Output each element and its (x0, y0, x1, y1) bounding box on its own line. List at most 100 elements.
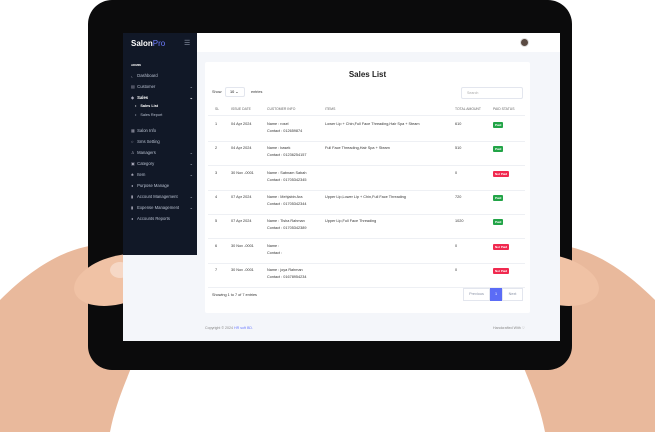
column-header[interactable]: PAID STATUS (493, 107, 515, 111)
divider (208, 286, 525, 288)
next-button[interactable]: Next (502, 288, 523, 301)
customer-contact: Contact : 01705342345 (267, 177, 307, 182)
chevron-down-icon: ⌄ (189, 161, 193, 166)
items: Full Face Threading,Hair Spa + Steam (325, 146, 390, 151)
customer-contact: Contact : 01678954234 (267, 274, 307, 279)
sidebar-item-expense-management[interactable]: ▮ Expense Management ⌄ (131, 204, 193, 211)
paid-status-badge: Not Paid (493, 243, 510, 250)
sales-list-card: Sales List Show 10 ⌄ entries Search SL IS… (205, 62, 530, 313)
sidebar-item-customer[interactable]: ▤ Customer ⌄ (131, 83, 193, 90)
divider (208, 115, 525, 116)
logo[interactable]: SalonPro (131, 39, 166, 48)
sidebar-item-accounts-reports[interactable]: ◂ Accounts Reports (131, 215, 193, 222)
sidebar-item-label: Expense Management (137, 205, 180, 210)
column-header[interactable]: SL (215, 107, 220, 111)
sidebar-item-item[interactable]: ♣ Item ⌄ (131, 171, 193, 178)
customer-name: Name : (267, 243, 280, 248)
sidebar-item-purpose-manage[interactable]: ◂ Purpose Manage (131, 182, 193, 189)
chevron-down-icon: ⌄ (189, 95, 193, 100)
sidebar-item-sms-setting[interactable]: ○ Sms Setting (131, 138, 193, 145)
sidebar: SalonPro ☰ ADMIN ⌞ Dashboard ▤ Customer ⌄ ◆… (123, 33, 197, 255)
sidebar-subitem[interactable]: Sales Report (135, 113, 162, 117)
customer-name: Name : Tisha Rahman (267, 219, 305, 224)
table-row: 5 07 Apr 2024 Name : Tisha Rahman Contac… (205, 215, 530, 240)
top-header (197, 33, 560, 52)
paid-status-badge: Paid (493, 194, 504, 201)
sidebar-item-label: Item (137, 172, 146, 177)
sl: 4 (215, 194, 218, 199)
items: Lower Lip + Chin,Full Face Threading,Hai… (325, 122, 420, 126)
chevron-down-icon: ⌄ (189, 172, 193, 177)
sidebar-item-label: Sales (137, 95, 149, 100)
customer-name: Name : Sabnam Sabah (267, 170, 307, 175)
sitemap-icon: ♣ (131, 172, 134, 177)
sidebar-item-managers[interactable]: ♙ Managers ⌄ (131, 149, 193, 156)
previous-button[interactable]: Previous (463, 288, 490, 301)
sidebar-item-label: Account Management (136, 194, 178, 199)
avatar[interactable] (520, 38, 529, 47)
divider (208, 141, 525, 142)
chevron-down-icon: ⌄ (189, 205, 193, 210)
paid-status-badge: Paid (493, 146, 504, 153)
divider (208, 165, 525, 167)
customer-name: Name : joya Rahman (267, 267, 303, 272)
total-amount: 720 (455, 194, 462, 199)
sidebar-item-label: Managers (137, 150, 156, 155)
copyright: Copyright © 2024 HR soft BD. (205, 326, 254, 330)
sidebar-item-label: Category (137, 161, 155, 166)
search-input[interactable]: Search (461, 87, 523, 99)
sl: 2 (215, 146, 218, 151)
customer-contact: Contact : 01705342389 (267, 226, 307, 231)
customer-name: Name : Mehjabin Ara (267, 194, 303, 199)
column-header[interactable]: ISSUE DATE (231, 107, 251, 111)
id-card-icon: ▤ (131, 84, 135, 89)
sidebar-item-label: Salon Info (137, 128, 157, 133)
sl: 7 (215, 267, 218, 272)
sidebar-subitem[interactable]: Sales List (135, 104, 158, 108)
table-row: 6 30 Nov -0001 Name : Contact : 0 Not Pa… (205, 240, 530, 264)
column-header[interactable]: CUSTOMER INFO (267, 107, 296, 111)
menu-icon[interactable]: ☰ (184, 40, 191, 47)
sidebar-item-label: Sms Setting (137, 139, 160, 144)
customer-contact: Contact : 012659874 (267, 129, 303, 133)
paid-status-badge: Paid (493, 122, 504, 128)
tag-icon: ◆ (131, 95, 135, 100)
handcrafted: Handcrafted With ♡ (493, 326, 525, 330)
sidebar-item-account-management[interactable]: ▮ Account Management ⌄ (131, 193, 193, 200)
sidebar-item-dashboard[interactable]: ⌞ Dashboard (131, 72, 193, 79)
showing-info: Showing 1 to 7 of 7 entries (212, 293, 257, 297)
chevron-down-icon: ⌄ (189, 194, 193, 199)
divider (208, 262, 525, 264)
sidebar-item-sales[interactable]: ◆ Sales ⌄ (131, 94, 193, 101)
issue-date: 07 Apr 2024 (231, 194, 252, 199)
table-row: 1 04 Apr 2024 Name : rosel Contact : 012… (205, 118, 530, 142)
sl: 6 (215, 243, 218, 248)
show-label: Show (212, 90, 222, 94)
page-1-button[interactable]: 1 (490, 288, 502, 301)
sl: 3 (215, 170, 218, 175)
table-row: 3 30 Nov -0001 Name : Sabnam Sabah Conta… (205, 167, 530, 191)
customer-contact: Contact : 01236254157 (267, 153, 307, 158)
column-header[interactable]: ITEMS (325, 107, 336, 111)
total-amount: 510 (455, 146, 462, 151)
store-icon: ▦ (131, 128, 135, 133)
paid-status-badge: Not Paid (493, 267, 510, 274)
sl: 1 (215, 122, 218, 126)
issue-date: 30 Nov -0001 (231, 267, 254, 272)
sl: 5 (215, 219, 218, 224)
issue-date: 04 Apr 2024 (231, 122, 252, 126)
issue-date: 04 Apr 2024 (231, 146, 252, 151)
divider (208, 238, 525, 240)
customer-contact: Contact : 01705342344 (267, 201, 307, 206)
total-amount: 0 (455, 170, 458, 175)
customer-name: Name : basek (267, 146, 291, 151)
sidebar-section-label: ADMIN (131, 63, 141, 67)
entries-select[interactable]: 10 ⌄ (225, 87, 245, 97)
sidebar-item-salon-info[interactable]: ▦ Salon Info (131, 127, 193, 134)
sidebar-item-category[interactable]: ▣ Category ⌄ (131, 160, 193, 167)
column-header[interactable]: TOTAL AMOUNT (455, 107, 481, 111)
paid-status-badge: Paid (493, 219, 504, 226)
chevron-down-icon: ⌄ (189, 150, 193, 155)
items: Upper Lip,Lower Lip + Chin,Full Face Thr… (325, 194, 406, 199)
file-icon: ▮ (131, 205, 134, 210)
